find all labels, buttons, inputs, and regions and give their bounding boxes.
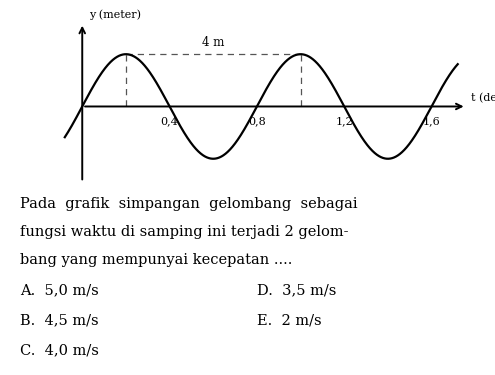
Text: D.  3,5 m/s: D. 3,5 m/s <box>257 283 337 297</box>
Text: 0,4: 0,4 <box>161 116 178 126</box>
Text: B.  4,5 m/s: B. 4,5 m/s <box>20 313 99 327</box>
Text: t (detik): t (detik) <box>471 93 495 104</box>
Text: E.  2 m/s: E. 2 m/s <box>257 313 322 327</box>
Text: 4 m: 4 m <box>202 36 224 49</box>
Text: A.  5,0 m/s: A. 5,0 m/s <box>20 283 99 297</box>
Text: y (meter): y (meter) <box>89 10 141 20</box>
Text: Pada  grafik  simpangan  gelombang  sebagai: Pada grafik simpangan gelombang sebagai <box>20 197 357 211</box>
Text: 0,8: 0,8 <box>248 116 266 126</box>
Text: C.  4,0 m/s: C. 4,0 m/s <box>20 343 99 357</box>
Text: bang yang mempunyai kecepatan ....: bang yang mempunyai kecepatan .... <box>20 253 292 267</box>
Text: 1,6: 1,6 <box>423 116 441 126</box>
Text: fungsi waktu di samping ini terjadi 2 gelom-: fungsi waktu di samping ini terjadi 2 ge… <box>20 225 348 239</box>
Text: 1,2: 1,2 <box>335 116 353 126</box>
